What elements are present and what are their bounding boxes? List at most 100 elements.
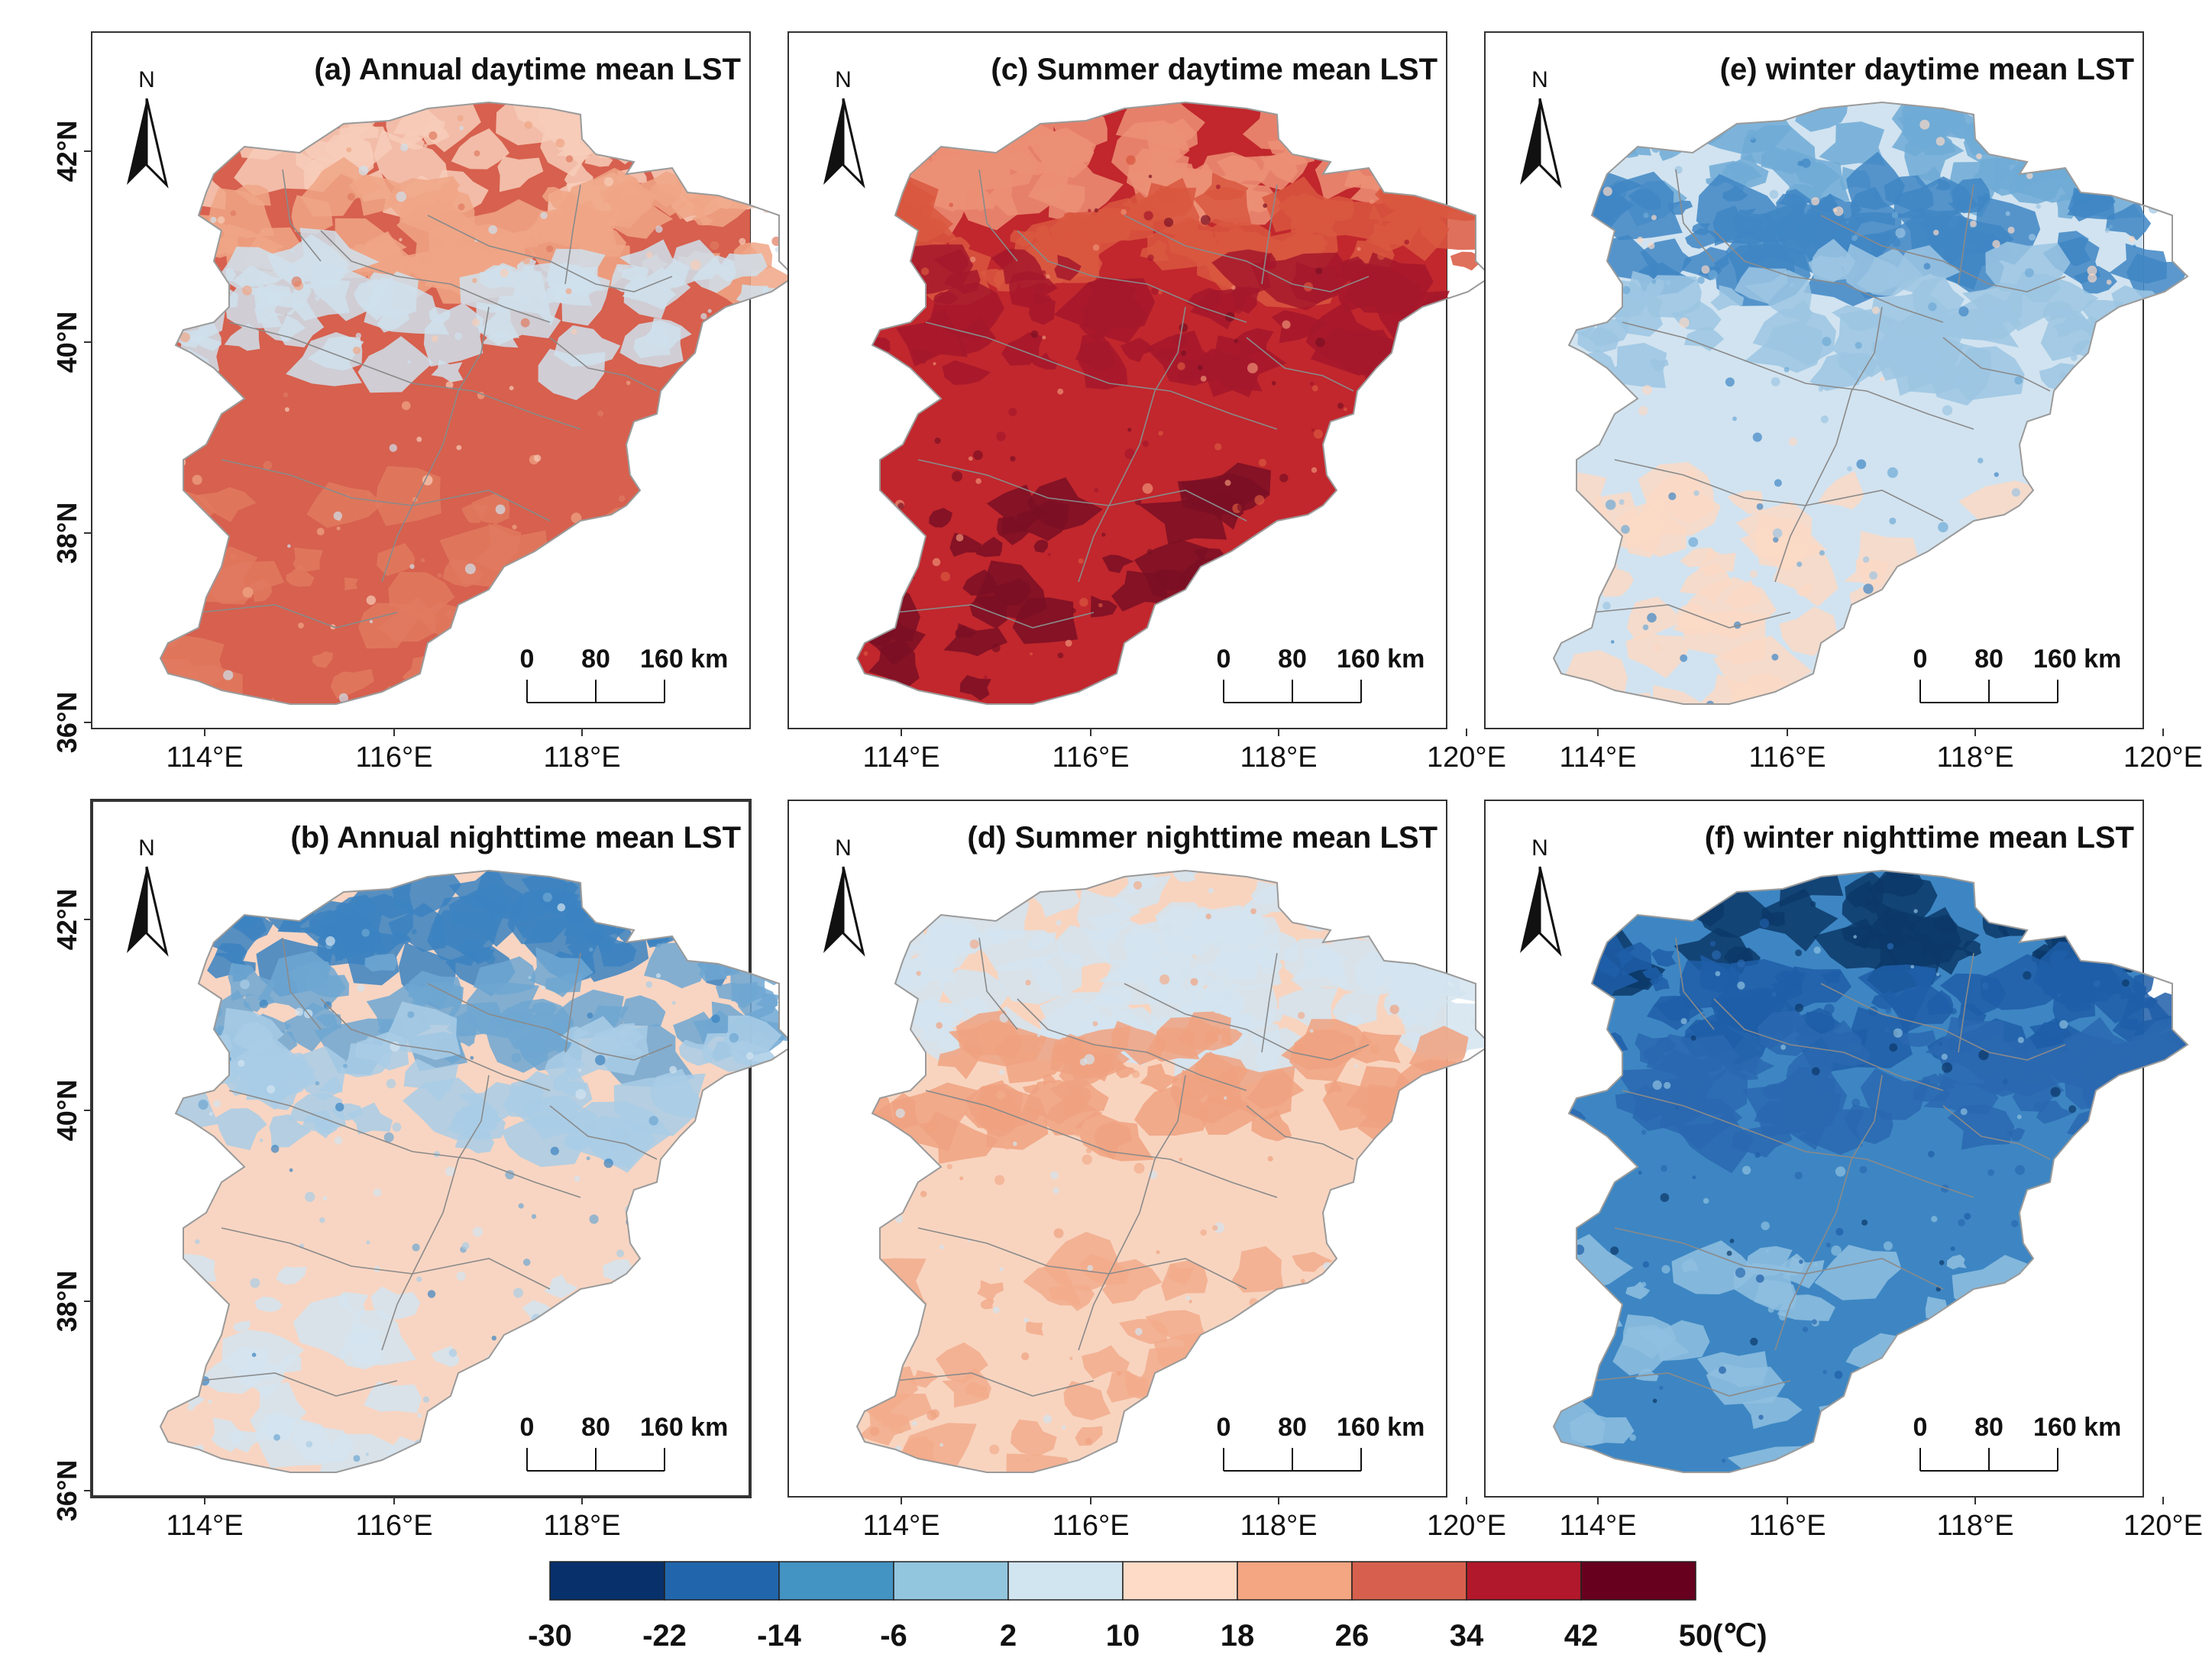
texture-patch [1081,1345,1130,1379]
texture-patch [1643,1044,1665,1062]
speckle [1465,1301,1470,1307]
speckle [259,999,268,1009]
texture-patch [1752,309,1836,367]
speckle [1801,158,1811,168]
speckle [198,1099,209,1110]
speckle [1311,467,1318,473]
texture-patch [691,215,714,226]
speckle [648,1116,658,1126]
speckle [895,1108,905,1119]
speckle [223,670,234,680]
texture-patch [1036,183,1085,221]
speckle [2016,1114,2022,1120]
speckle [1641,1281,1647,1288]
colorbar-break-label: 26 [1335,1619,1370,1653]
texture-patch [227,1039,301,1088]
speckle [1404,239,1409,245]
north-arrow-icon-half [842,866,865,957]
speckle [2159,455,2162,460]
texture-patch [1733,1262,1794,1308]
speckle [603,1158,613,1168]
speckle [1085,1437,1092,1445]
speckle [456,1271,466,1281]
speckle [347,192,355,201]
speckle [1602,601,1611,610]
texture-patch [2040,309,2111,361]
texture-patch [364,953,398,972]
speckle [589,1214,599,1224]
texture-patch [929,508,953,528]
speckle [2129,235,2136,242]
speckle [1200,376,1207,382]
speckle [1132,1070,1140,1078]
texture-patch [762,358,782,373]
speckle [488,225,497,234]
speckle [1797,160,1803,166]
speckle [242,586,254,598]
scale-label-0: 0 [1217,645,1231,674]
speckle [1933,229,1939,236]
speckle [2017,1036,2024,1043]
texture-patch [243,994,276,1013]
speckle [1078,558,1084,564]
speckle [322,1196,328,1201]
speckle [2026,172,2033,179]
speckle [230,1074,240,1084]
speckle [516,1018,526,1028]
speckle [1709,941,1716,947]
north-label: N [835,67,852,92]
lat-label: 40°N [51,1080,82,1141]
texture-patch [923,1111,999,1164]
speckle [1746,129,1758,141]
speckle [1679,317,1690,328]
texture-patch [962,569,997,596]
texture-patch [1689,1013,1771,1073]
speckle [996,1091,1006,1100]
texture-patch [501,1116,587,1168]
texture-patch [1683,327,1725,351]
speckle [1862,556,1870,563]
speckle [1311,428,1315,432]
lat-label: 38°N [51,1271,82,1332]
texture-patch [254,1296,283,1312]
texture-patch [1782,1256,1825,1289]
speckle [863,651,868,656]
speckle [1043,1414,1052,1423]
admin-boundary [320,230,551,323]
texture-patch [1118,1319,1168,1345]
texture-patch [315,1013,342,1029]
speckle [578,1068,582,1072]
scale-label-160: 160 km [1337,645,1425,674]
speckle [1200,215,1211,225]
speckle [1642,385,1652,396]
speckle [1773,537,1779,543]
texture-patch [1146,330,1220,386]
speckle [1692,1175,1696,1180]
speckle [550,1146,559,1155]
speckle [975,478,981,484]
speckle [1309,1029,1314,1033]
texture-patch [1284,938,1348,981]
texture-patch [564,162,593,187]
texture-patch [1379,212,1421,247]
speckle [1159,974,1170,985]
speckle [335,1103,344,1112]
speckle [557,903,566,912]
speckle [739,237,746,245]
speckle [1200,1229,1207,1236]
speckle [495,504,506,515]
speckle [259,1138,264,1142]
admin-boundary [1622,322,1974,430]
speckle [305,1191,315,1202]
speckle [1774,479,1782,487]
speckle [597,410,604,417]
scale-label-80: 80 [1974,645,2003,674]
speckle [1651,279,1657,284]
texture-patch [276,228,380,290]
speckle [209,1111,213,1116]
speckle [936,1022,943,1029]
texture-patch [1771,1075,1835,1131]
speckle [956,534,964,541]
colorbar-swatch [1466,1561,1582,1601]
speckle [1722,1459,1726,1463]
